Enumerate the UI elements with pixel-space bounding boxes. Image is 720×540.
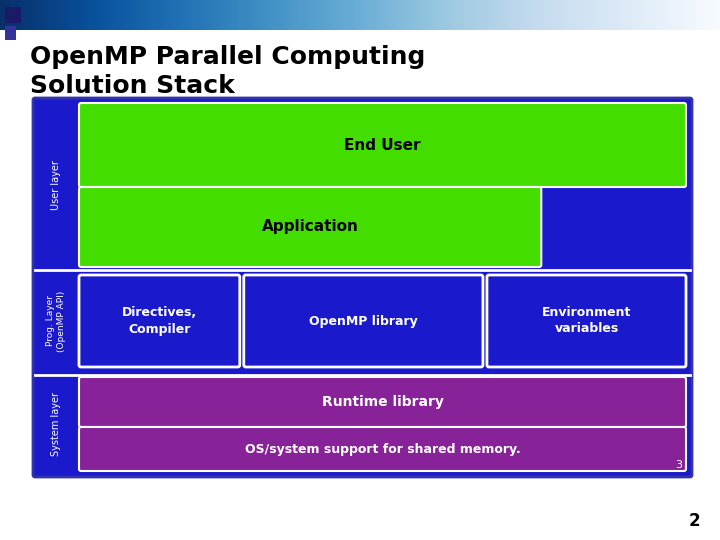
FancyBboxPatch shape	[33, 98, 692, 477]
Bar	[5, 7, 21, 23]
Text: User layer: User layer	[51, 160, 61, 210]
Text: 3: 3	[675, 460, 682, 470]
Text: Application: Application	[261, 219, 359, 234]
Text: Prog. Layer
(OpenMP API): Prog. Layer (OpenMP API)	[46, 291, 66, 352]
Text: System layer: System layer	[51, 392, 61, 456]
Text: OpenMP library: OpenMP library	[309, 314, 418, 327]
Bar	[5, 26, 16, 40]
Text: Runtime library: Runtime library	[322, 395, 444, 409]
Text: 2: 2	[688, 512, 700, 530]
FancyBboxPatch shape	[79, 275, 240, 367]
Text: OpenMP Parallel Computing: OpenMP Parallel Computing	[30, 45, 426, 69]
Text: Directives,
Compiler: Directives, Compiler	[122, 307, 197, 335]
Text: OS/system support for shared memory.: OS/system support for shared memory.	[245, 442, 521, 456]
Text: End User: End User	[344, 138, 420, 152]
Text: Environment
variables: Environment variables	[541, 307, 631, 335]
FancyBboxPatch shape	[487, 275, 686, 367]
FancyBboxPatch shape	[79, 187, 541, 267]
FancyBboxPatch shape	[79, 427, 686, 471]
FancyBboxPatch shape	[244, 275, 483, 367]
Text: Solution Stack: Solution Stack	[30, 74, 235, 98]
FancyBboxPatch shape	[79, 103, 686, 187]
FancyBboxPatch shape	[79, 377, 686, 427]
